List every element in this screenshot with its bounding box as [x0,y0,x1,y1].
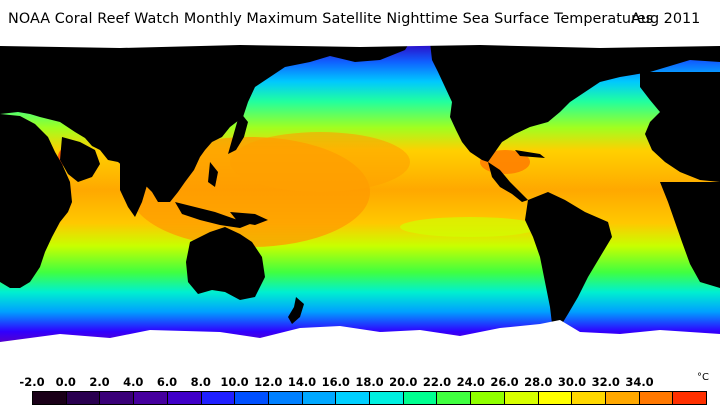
legend-swatch [572,392,606,404]
legend-tick-label: 16.0 [321,375,350,389]
legend-swatch [504,392,539,404]
legend-swatch [538,392,573,404]
africa-east [0,114,72,288]
central-america [488,162,528,202]
legend-swatch [471,392,505,404]
australia [186,227,265,300]
legend-colorbar [32,391,707,405]
legend-swatch [268,392,303,404]
legend-tick-label: 6.0 [156,375,178,389]
arabia [60,137,100,182]
legend-swatch [370,392,404,404]
legend-tick-label: 18.0 [355,375,384,389]
title-bar: NOAA Coral Reef Watch Monthly Maximum Sa… [0,0,720,42]
legend-swatch [100,392,135,404]
legend-swatch [437,392,472,404]
new-zealand [288,297,304,324]
indonesia [175,202,250,228]
legend-swatch [33,392,67,404]
legend-tick-label: 4.0 [123,375,144,389]
legend-swatch [673,392,707,404]
legend-swatch [235,392,269,404]
legend-swatch [201,392,236,404]
legend-tick-label: 22.0 [422,375,452,389]
legend-swatch [134,392,168,404]
legend-tick-label: 32.0 [591,375,620,389]
map-title: NOAA Coral Reef Watch Monthly Maximum Sa… [8,11,654,27]
nw-pacific-warm [230,132,410,192]
antarctica [0,320,720,371]
legend-swatch [403,392,438,404]
eurasia [0,42,410,202]
map-date: Aug 2011 [631,11,701,27]
sst-map [0,42,720,371]
south-america [525,192,612,327]
greenland [600,42,660,72]
legend-tick-label: 28.0 [524,375,553,389]
legend-swatch [66,392,101,404]
legend-tick-label: 34.0 [625,375,654,389]
land [0,42,720,327]
europe-west [640,72,720,182]
legend-tick-label: 26.0 [490,375,519,389]
legend-swatch [605,392,640,404]
west-africa [660,182,720,288]
legend-unit: °C [697,372,709,383]
legend-tick-label: 8.0 [190,375,211,389]
legend-tick-label: -2.0 [19,375,45,389]
legend-tick-label: 14.0 [287,375,317,389]
legend-tick-label: 20.0 [389,375,418,389]
east-pacific-cold-tongue [400,217,540,237]
india [120,162,148,217]
arctic-ice [0,42,720,48]
japan [228,112,248,154]
legend-tick-label: 10.0 [220,375,249,389]
legend-tick-label: 0.0 [55,375,76,389]
legend-tick-label: 24.0 [456,375,485,389]
legend-tick-label: 2.0 [89,375,110,389]
legend-swatch [336,392,371,404]
legend-swatch [167,392,202,404]
new-guinea [230,212,268,225]
legend-swatch [639,392,674,404]
legend-swatch [302,392,337,404]
legend-tick-label: 12.0 [254,375,283,389]
legend-tick-label: 30.0 [557,375,587,389]
legend-tick-labels: -2.0 0.0 2.0 4.0 6.0 8.0 10.0 12.0 14.0 16.0 18.0 2… [0,372,720,390]
cuba [515,150,545,158]
philippines [208,162,218,187]
